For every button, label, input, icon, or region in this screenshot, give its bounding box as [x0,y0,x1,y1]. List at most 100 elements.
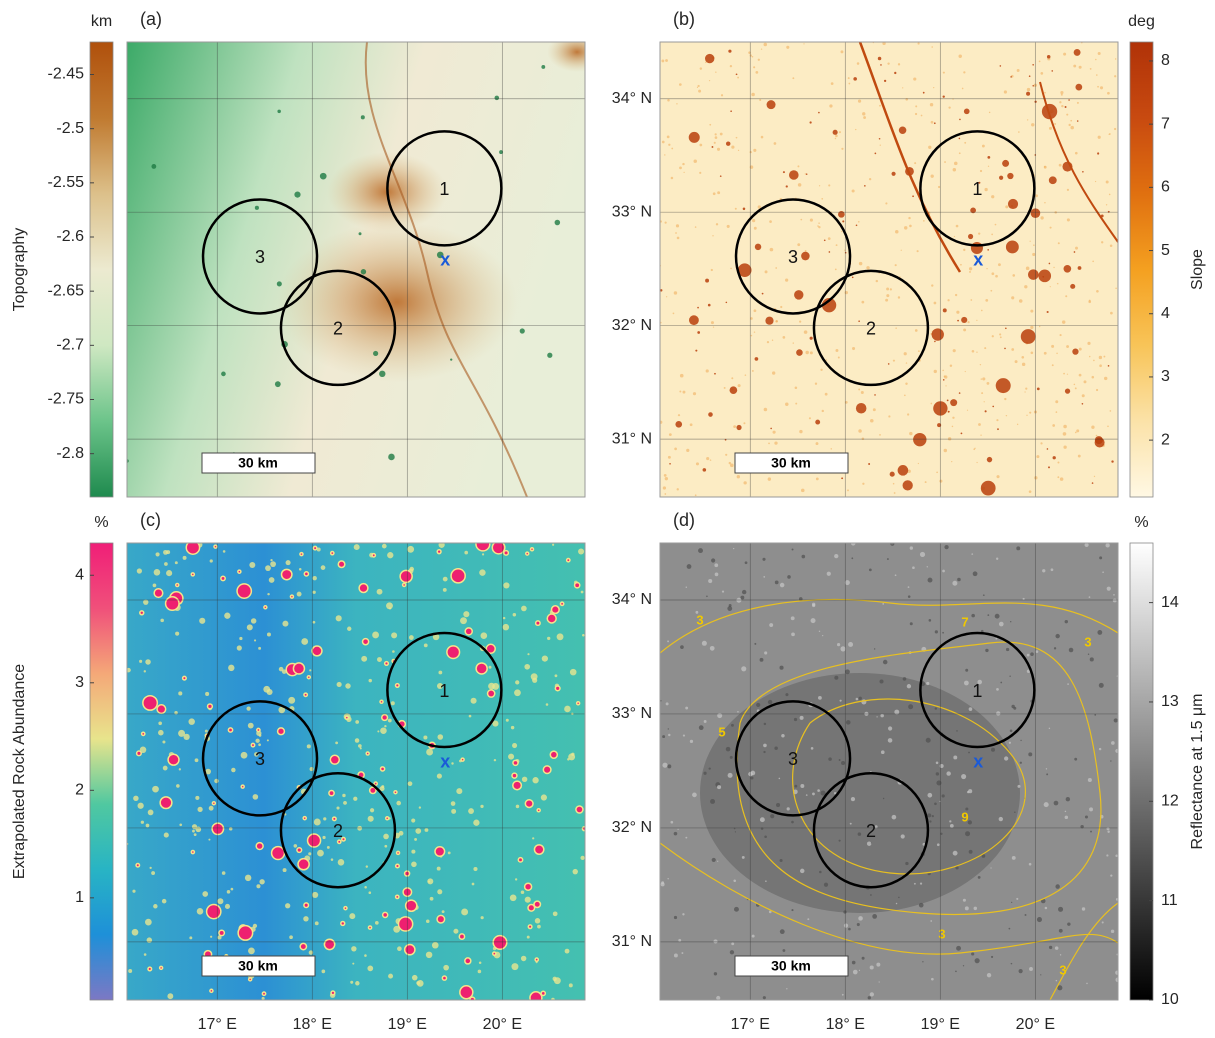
speckle [1060,954,1061,955]
speckle [1114,128,1116,130]
speckle [424,643,428,647]
speckle [1054,801,1059,806]
speckle [712,858,716,862]
speckle [1045,907,1048,910]
speckle [1096,74,1098,76]
rock [550,751,557,758]
speckle [1058,242,1060,244]
speckle [693,392,696,395]
crater [294,192,300,198]
speckle [425,828,429,832]
speckle [987,614,989,616]
speckle [793,342,794,343]
speckle [990,867,991,868]
speckle [155,552,159,556]
rock [300,943,306,949]
speckle [411,818,415,822]
speckle [818,222,820,224]
speckle [763,744,767,748]
speckle [1061,94,1063,96]
speckle [1077,102,1079,104]
speckle [764,43,768,47]
speckle [752,219,755,222]
speckle [148,810,154,816]
speckle [146,824,150,828]
speckle [1055,946,1059,950]
speckle [524,664,530,670]
speckle [942,632,944,634]
speckle [931,284,933,286]
crater [810,337,813,340]
colorbar-label: Extrapolated Rock Abundance [11,664,28,879]
rock [537,809,540,812]
speckle [895,574,897,576]
lon-tick-label: 17° E [198,1016,237,1033]
speckle [1061,105,1063,107]
speckle [812,604,815,607]
scale-bar-label: 30 km [238,455,278,471]
speckle [957,578,961,582]
speckle [787,575,791,579]
speckle [969,707,973,711]
speckle [895,230,899,234]
speckle [380,727,387,734]
speckle [1054,123,1056,125]
speckle [819,871,822,874]
speckle [886,294,889,297]
crater [999,176,1003,180]
speckle [514,689,521,696]
speckle [824,883,828,887]
speckle [331,858,334,861]
speckle [714,563,718,567]
speckle [1030,326,1033,329]
crater [689,315,699,325]
speckle [706,595,708,597]
speckle [956,946,961,951]
speckle [956,730,958,732]
speckle [822,635,823,636]
speckle [943,72,945,74]
rock [394,791,397,794]
crater [947,399,949,401]
speckle [978,423,981,426]
speckle [1050,286,1051,287]
colorbar-label: Topography [11,228,28,312]
speckle [223,550,226,553]
speckle [805,250,807,252]
speckle [141,821,144,824]
speckle [785,403,788,406]
speckle [861,391,864,394]
speckle [1012,856,1016,860]
crater [1005,327,1007,329]
speckle [986,268,987,269]
speckle [709,80,710,81]
speckle [885,299,888,302]
speckle [1065,295,1067,297]
speckle [992,335,994,337]
speckle [1096,435,1098,437]
crater [1026,92,1030,96]
speckle [858,389,860,391]
crater [277,110,280,113]
speckle [950,364,952,366]
speckle [842,994,844,996]
speckle [667,99,670,102]
speckle [463,611,469,617]
speckle [711,558,715,562]
rock [460,986,473,999]
speckle [567,758,569,760]
speckle [409,635,414,640]
speckle [662,735,665,738]
speckle [772,340,773,341]
speckle [819,185,820,186]
speckle [888,738,893,743]
rock [154,589,163,598]
speckle [386,602,393,609]
speckle [288,697,295,704]
landing-marker: x [973,250,983,270]
speckle [366,865,368,867]
speckle [715,133,717,135]
speckle [1106,204,1107,205]
speckle [982,145,985,148]
speckle [564,706,571,713]
